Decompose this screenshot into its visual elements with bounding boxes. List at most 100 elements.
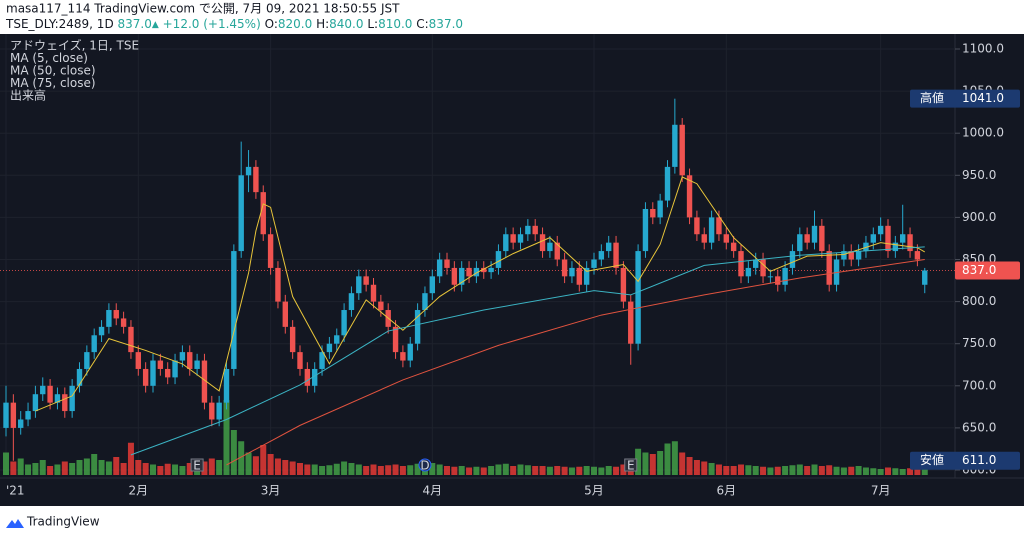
symbol: TSE_DLY:2489, 1D [5, 17, 114, 31]
candle-body [789, 251, 796, 268]
volume-bar [348, 463, 355, 475]
volume-bar [186, 463, 193, 475]
candle-body [25, 411, 31, 420]
volume-bar [561, 466, 568, 475]
candle-body [753, 259, 759, 268]
volume-bar [862, 467, 869, 475]
volume-bar [429, 463, 436, 475]
volume-bar [738, 464, 744, 475]
candle-body [150, 360, 156, 386]
x-tick-label: 2月 [128, 484, 148, 498]
volume-bar [274, 458, 281, 475]
candle-body [3, 402, 9, 428]
candle-body [304, 368, 311, 386]
candle-body [892, 242, 899, 252]
candle-body [848, 251, 854, 260]
ohlc-value: 810.0 [378, 17, 412, 31]
event-marker-bg [190, 458, 204, 472]
volume-bar [392, 464, 399, 475]
y-tick-label: 1100.0 [962, 42, 1004, 56]
volume-bar [363, 466, 370, 475]
volume-bar [510, 466, 517, 475]
volume-bar [693, 460, 700, 475]
candle-body [334, 335, 340, 344]
last: 837.0 [118, 17, 152, 31]
candle-body [84, 352, 90, 369]
volume-bar [649, 454, 656, 475]
volume-bar [708, 463, 715, 475]
candle-body [517, 234, 524, 243]
event-marker: E [627, 459, 635, 473]
volume-bar [620, 464, 627, 475]
candle-body [451, 267, 458, 285]
volume-bar [25, 464, 32, 475]
volume-bar [818, 466, 825, 475]
volume-bar [789, 465, 796, 475]
volume-bar [502, 463, 509, 475]
volume-bar [172, 464, 179, 475]
candle-body [804, 234, 810, 243]
candle-body [348, 293, 355, 311]
volume-bar [723, 466, 730, 475]
price-mark-label: 1041.0 [962, 91, 1004, 105]
arrow: ▲ [152, 20, 159, 30]
volume-bar [377, 466, 384, 475]
volume-bar [333, 463, 340, 475]
candle-body [32, 394, 39, 412]
volume-bar [664, 443, 671, 475]
candle-body [231, 251, 237, 369]
candle-body [113, 310, 119, 319]
candle-body [356, 276, 362, 294]
y-tick-label: 650.0 [962, 420, 996, 434]
legend-entry: MA (5, close) [10, 51, 88, 65]
volume-bar [774, 466, 781, 475]
ohlc-label: H: [316, 17, 329, 31]
volume-bar [91, 454, 98, 475]
event-marker: D [420, 459, 429, 473]
candle-body [826, 251, 832, 285]
y-tick-label: 800.0 [962, 294, 996, 308]
volume-bar [414, 463, 421, 475]
volume-bar [260, 445, 267, 475]
candle-body [319, 352, 325, 369]
volume-bar [767, 467, 774, 475]
volume-bar [466, 467, 473, 475]
volume-bar [833, 466, 840, 475]
candle-body [378, 301, 384, 311]
moving-average [130, 246, 925, 456]
candle-body [54, 394, 61, 403]
candle-body [855, 251, 862, 260]
volume-bar [311, 464, 318, 475]
volume-bar [444, 466, 450, 475]
volume-bar [208, 458, 215, 475]
candle-body [400, 352, 406, 361]
volume-bar [282, 460, 289, 475]
volume-bar [150, 464, 156, 475]
moving-average [35, 176, 925, 412]
price-mark-label: 611.0 [962, 453, 996, 467]
candle-body [481, 267, 487, 273]
candle-body [797, 234, 803, 252]
candle-body [363, 276, 369, 285]
legend-entry: MA (75, close) [10, 76, 96, 90]
volume-bar [142, 463, 149, 475]
candle-body [642, 208, 649, 252]
volume-bar [576, 466, 583, 475]
header-line1: masa117_114 TradingView.com で公開, 7月 09, … [6, 2, 400, 16]
event-marker-bg [624, 458, 638, 472]
candle-body [547, 242, 553, 252]
volume-bar [921, 469, 928, 475]
price-mark-name: 高値 [920, 90, 944, 105]
candle-body [760, 259, 766, 277]
volume-bar [326, 465, 333, 475]
candle-body [223, 368, 230, 403]
candle-body [811, 225, 818, 243]
last-price-tag [955, 261, 1020, 280]
header-bg [0, 0, 1024, 34]
candle-body [40, 385, 46, 395]
candle-body [135, 352, 141, 369]
volume-bar [517, 464, 524, 475]
candle-body [701, 234, 707, 243]
volume-bar [3, 452, 9, 475]
volume-bar [804, 466, 811, 475]
